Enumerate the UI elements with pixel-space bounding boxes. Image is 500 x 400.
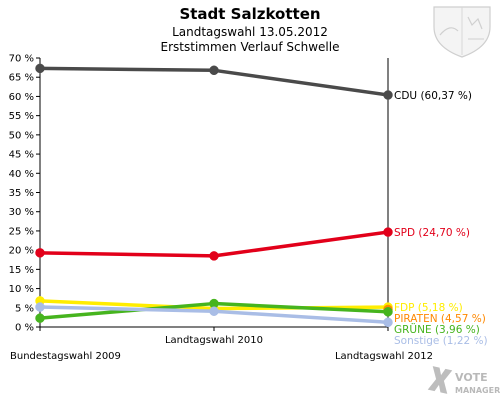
chart-subtitle: Landtagswahl 13.05.2012 bbox=[172, 25, 328, 39]
brand-line-2: MANAGER bbox=[455, 386, 500, 395]
data-point-cdu bbox=[35, 63, 45, 74]
data-point-sonstige bbox=[209, 306, 219, 316]
end-label-piraten: PIRATEN (4,57 %) bbox=[394, 313, 486, 325]
y-axis-ticks: 0 % 5 % 10 % 15 % 20 % 25 % 30 % 35 % 40 % 45 % 50… bbox=[9, 54, 40, 334]
end-label-spd: SPD (24,70 %) bbox=[394, 227, 470, 239]
y-tick-label: 0 % bbox=[15, 323, 34, 334]
chart-subtitle-2: Erststimmen Verlauf Schwelle bbox=[161, 40, 340, 54]
y-tick-label: 70 % bbox=[9, 54, 34, 65]
y-tick-label: 10 % bbox=[9, 284, 34, 295]
y-tick-label: 45 % bbox=[9, 150, 34, 161]
x-axis-ticks: Bundestagswahl 2009 Landtagswahl 2010 Land… bbox=[10, 327, 433, 362]
y-tick-label: 5 % bbox=[15, 303, 34, 314]
data-point-cdu bbox=[209, 65, 219, 76]
data-point-grüne bbox=[35, 313, 45, 323]
y-tick-label: 60 % bbox=[9, 92, 34, 103]
y-tick-label: 30 % bbox=[9, 207, 34, 218]
chart-title: Stadt Salzkotten bbox=[179, 5, 320, 23]
y-tick-label: 55 % bbox=[9, 111, 34, 122]
data-point-spd bbox=[383, 227, 393, 237]
data-point-cdu bbox=[383, 90, 393, 100]
end-label-sonstige: Sonstige (1,22 %) bbox=[394, 335, 488, 347]
y-tick-label: 50 % bbox=[9, 130, 34, 141]
vote-manager-logo: VOTE MANAGER bbox=[427, 366, 500, 395]
series-end-labels: CDU (60,37 %) SPD (24,70 %) FDP (5,18 %)PI… bbox=[394, 90, 488, 347]
y-tick-label: 35 % bbox=[9, 188, 34, 199]
data-point-sonstige bbox=[35, 302, 45, 312]
data-point-spd bbox=[209, 251, 219, 261]
x-tick-label: Landtagswahl 2010 bbox=[165, 335, 263, 346]
y-tick-label: 65 % bbox=[9, 73, 34, 84]
x-tick-label: Bundestagswahl 2009 bbox=[10, 351, 121, 362]
end-label-grüne: GRÜNE (3,96 %) bbox=[394, 323, 480, 336]
y-tick-label: 40 % bbox=[9, 169, 34, 180]
end-label-cdu: CDU (60,37 %) bbox=[394, 90, 472, 102]
y-tick-label: 25 % bbox=[9, 226, 34, 237]
x-tick-label: Landtagswahl 2012 bbox=[335, 351, 433, 362]
y-tick-label: 20 % bbox=[9, 246, 34, 257]
series-lines bbox=[38, 66, 390, 325]
series-points bbox=[35, 63, 393, 328]
data-point-spd bbox=[35, 248, 45, 258]
vote-manager-x-icon bbox=[427, 366, 453, 394]
end-label-fdp: FDP (5,18 %) bbox=[394, 302, 463, 314]
data-point-grüne bbox=[383, 307, 393, 317]
data-point-sonstige bbox=[383, 317, 393, 328]
y-tick-label: 15 % bbox=[9, 265, 34, 276]
brand-line-1: VOTE bbox=[455, 371, 488, 384]
coat-of-arms-icon bbox=[433, 6, 491, 58]
